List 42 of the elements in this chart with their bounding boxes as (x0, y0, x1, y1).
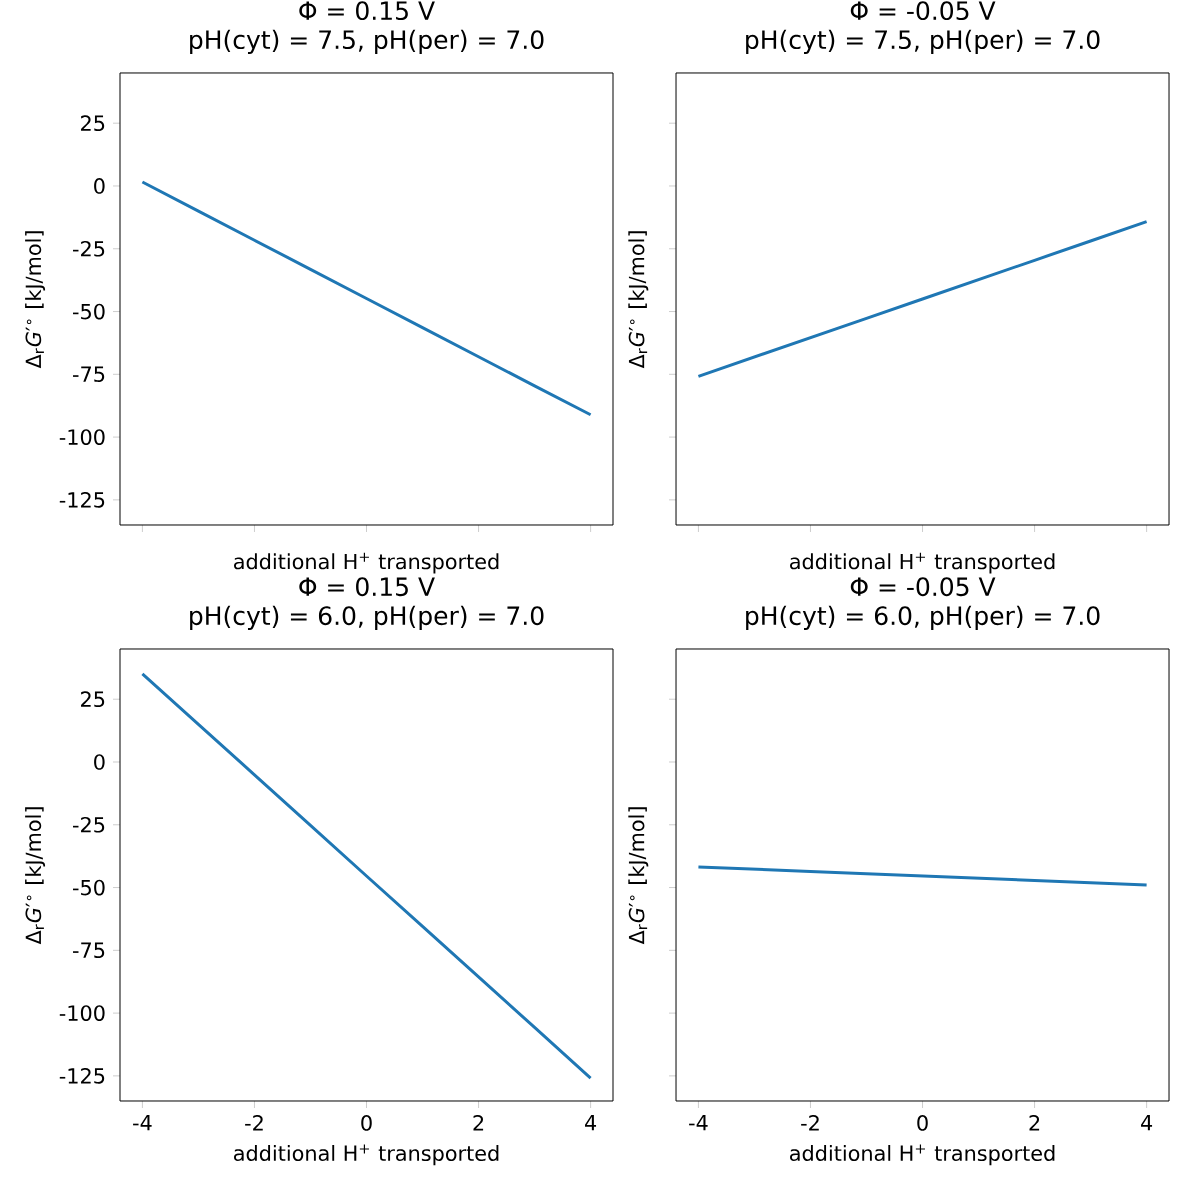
x-axis-title: additional H$^{+}$ transported (790, 552, 1055, 574)
x-tick-label: 4 (1141, 1115, 1153, 1131)
chart-subtitle: pH(cyt) = 6.0, pH(per) = 7.0 (190, 605, 544, 630)
x-tick-label: 0 (361, 1115, 372, 1131)
line-series (140, 180, 593, 417)
x-tick-label: 2 (1029, 1115, 1040, 1131)
x-axis-title: additional H$^{+}$ transported (790, 1144, 1055, 1166)
y-tick-label: 0 (94, 178, 105, 194)
chart-title: Φ = -0.05 V (850, 577, 996, 597)
x-tick-label: 2 (473, 1115, 484, 1131)
y-tick-label: -125 (59, 492, 105, 508)
chart-title: Φ = 0.15 V (299, 1, 435, 21)
y-tick-label: -125 (59, 1068, 105, 1084)
x-axis-title: additional H$^{+}$ transported (234, 552, 499, 574)
x-tick-label: -2 (245, 1115, 263, 1131)
chart-subtitle: pH(cyt) = 7.5, pH(per) = 7.0 (190, 29, 544, 54)
chart-subtitle: pH(cyt) = 6.0, pH(per) = 7.0 (746, 605, 1100, 630)
y-tick-label: -100 (59, 1005, 105, 1021)
y-tick-label: -25 (73, 816, 105, 833)
chart-title: Φ = 0.15 V (299, 577, 435, 597)
x-tick-label: -2 (801, 1115, 819, 1131)
x-axis-title: additional H$^{+}$ transported (234, 1144, 499, 1166)
y-tick-label: -50 (73, 879, 105, 896)
y-tick-label: -100 (59, 429, 105, 445)
y-tick-label: -75 (73, 366, 105, 383)
x-tick-label: -4 (689, 1115, 708, 1131)
x-tick-label: 0 (917, 1115, 928, 1131)
y-axis-title: Δ$_{r}$G′$^{∘}$ [kJ/mol] (25, 807, 46, 945)
y-tick-label: 0 (94, 754, 105, 770)
y-axis-title: Δ$_{r}$G′$^{∘}$ [kJ/mol] (628, 231, 649, 369)
chart-title: Φ = -0.05 V (850, 1, 996, 21)
chart-subtitle: pH(cyt) = 7.5, pH(per) = 7.0 (746, 29, 1100, 54)
y-tick-label: -50 (73, 303, 105, 320)
y-tick-label: 25 (81, 691, 105, 708)
y-axis-title: Δ$_{r}$G′$^{∘}$ [kJ/mol] (628, 807, 649, 945)
y-tick-label: -75 (73, 942, 105, 959)
line-series (140, 672, 593, 1080)
x-tick-label: -4 (133, 1115, 152, 1131)
y-axis-title: Δ$_{r}$G′$^{∘}$ [kJ/mol] (25, 231, 46, 369)
x-tick-label: 4 (585, 1115, 597, 1131)
y-tick-label: -25 (73, 240, 105, 257)
y-tick-label: 25 (81, 115, 105, 132)
